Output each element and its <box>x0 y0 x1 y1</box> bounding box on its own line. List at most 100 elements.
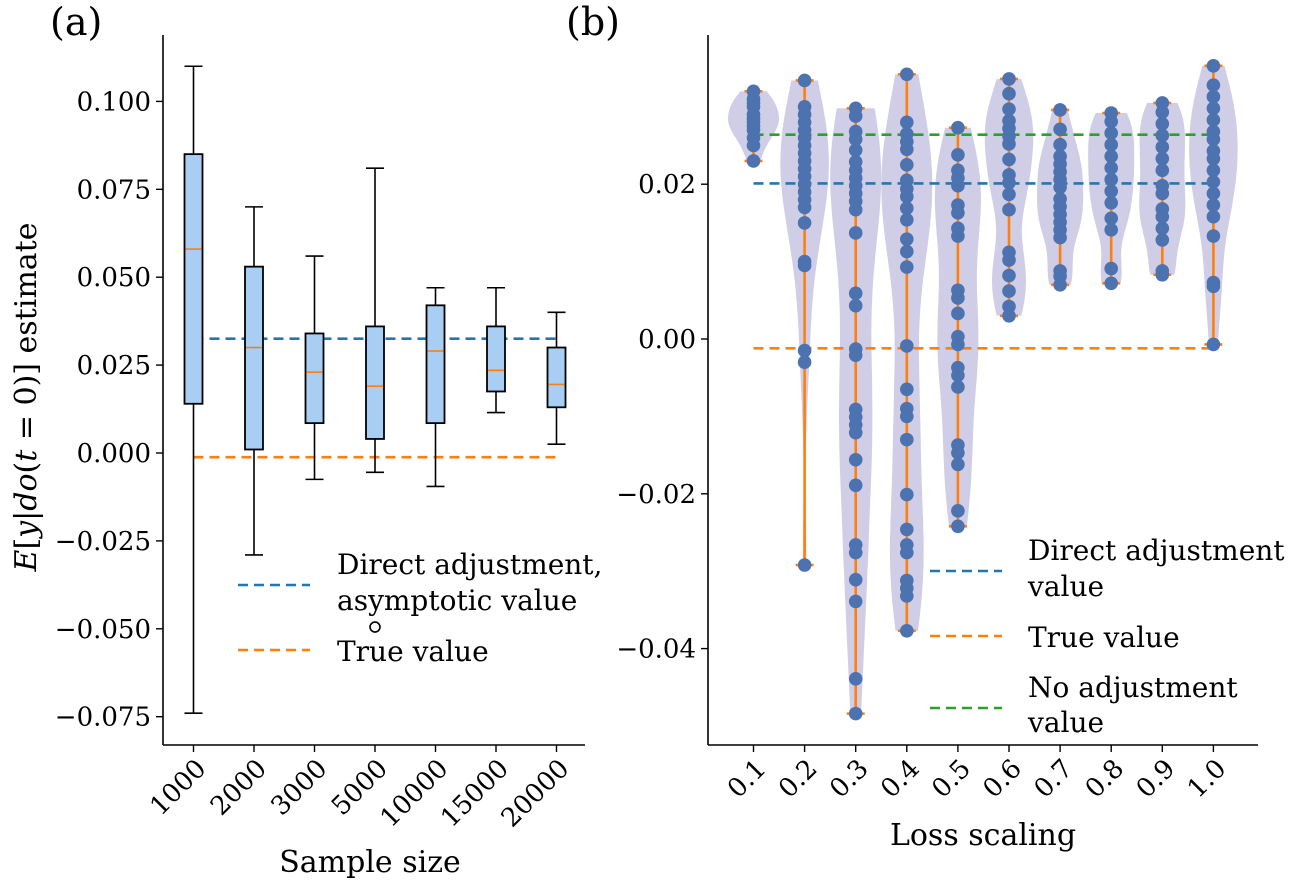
panel-b-point-0.4 <box>900 158 914 172</box>
panel-a-label: (a) <box>50 0 102 44</box>
iqr-box <box>244 265 264 451</box>
panel-b-point-0.2 <box>797 254 812 269</box>
panel-b-point-0.5 <box>951 120 965 135</box>
panel-a-x-tick-label: 3000 <box>265 754 333 822</box>
panel-b-point-0.4 <box>900 401 914 416</box>
panel-b-point-0.3 <box>848 124 863 139</box>
iqr-box <box>304 332 325 425</box>
panel-b-y-tick-label: −0.04 <box>616 635 696 665</box>
panel-b-point-0.9 <box>1155 178 1170 193</box>
panel-b-point-1.0 <box>1206 163 1221 178</box>
panel-b-point-0.7 <box>1053 103 1067 117</box>
panel-b-point-0.8 <box>1104 126 1118 140</box>
panel-b-point-0.4 <box>900 382 914 397</box>
panel-b-point-0.2 <box>797 355 812 370</box>
panel-b-point-0.1 <box>746 84 761 99</box>
panel-a-y-tick-label: 0.050 <box>77 263 151 293</box>
panel-b-point-0.4 <box>900 522 914 537</box>
panel-b-point-0.8 <box>1104 261 1118 276</box>
panel-b-point-0.5 <box>951 380 965 394</box>
panel-a-outlier-0 <box>369 621 381 633</box>
panel-b-point-0.3 <box>848 101 863 116</box>
panel-b-point-0.3 <box>848 671 863 686</box>
panel-b-point-1.0 <box>1206 144 1221 158</box>
panel-b-point-0.5 <box>951 329 965 344</box>
panel-b-y-tick-label: 0.02 <box>638 170 696 200</box>
panel-b-point-0.7 <box>1053 192 1067 206</box>
panel-a-box-5000 <box>365 167 385 474</box>
panel-b-point-0.8 <box>1104 223 1118 237</box>
panel-a-legend-label: True value <box>337 635 489 668</box>
panel-b-legend-label: No adjustment <box>1028 671 1238 704</box>
panel-b-point-0.4 <box>900 232 914 246</box>
panel-a-y-tick-label: 0.000 <box>77 439 151 469</box>
panel-b-point-1.0 <box>1206 58 1221 73</box>
panel-b-x-tick-label: 1.0 <box>1182 754 1232 804</box>
panel-b-point-0.9 <box>1155 117 1170 131</box>
panel-b-point-0.6 <box>1002 187 1016 202</box>
panel-b-point-0.2 <box>797 343 812 358</box>
panel-b-point-0.9 <box>1155 233 1170 247</box>
panel-a-x-tick-label: 2000 <box>205 754 273 822</box>
panel-b-point-0.6 <box>1002 168 1016 182</box>
panel-b-point-0.3 <box>848 286 863 301</box>
panel-b-point-0.5 <box>951 438 965 452</box>
panel-b-point-0.6 <box>1002 72 1016 86</box>
panel-b-point-0.9 <box>1155 221 1170 236</box>
panel-a-box-1000 <box>183 65 204 714</box>
panel-b-point-0.3 <box>848 298 863 313</box>
panel-b-point-0.8 <box>1104 172 1118 187</box>
panel-b-point-0.4 <box>900 432 914 447</box>
panel-b-x-tick-label: 0.3 <box>824 754 874 804</box>
panel-b-point-0.3 <box>848 478 863 493</box>
panel-b-point-0.3 <box>848 538 863 552</box>
panel-b-point-0.6 <box>1002 268 1016 283</box>
panel-b-point-1.0 <box>1206 78 1221 92</box>
panel-a-y-tick-label: 0.075 <box>77 175 151 205</box>
panel-b-point-0.4 <box>900 201 914 215</box>
panel-b-point-1.0 <box>1206 198 1221 212</box>
panel-b-point-0.4 <box>900 67 914 82</box>
panel-b-point-0.4 <box>900 173 914 188</box>
panel-b-point-0.3 <box>848 572 863 587</box>
panel-a-boxplot: (a) 0.100 0.075 0.050 0.025 0.000 −0.025 −0.05… <box>9 0 602 880</box>
panel-b-point-0.5 <box>951 163 965 178</box>
panel-b-point-1.0 <box>1206 209 1221 224</box>
iqr-box <box>546 346 567 409</box>
panel-a-x-tick-label: 15000 <box>435 754 515 834</box>
panel-a-y-tick-label: −0.050 <box>55 615 151 645</box>
panel-b-legend-label: True value <box>1028 621 1180 654</box>
iqr-box <box>425 304 446 425</box>
panel-b-point-0.5 <box>951 504 965 518</box>
panel-b-point-0.4 <box>900 538 914 552</box>
panel-b-point-1.0 <box>1206 89 1221 104</box>
panel-b-point-0.5 <box>951 519 965 534</box>
panel-a-x-axis-title: Sample size <box>279 845 461 880</box>
panel-b-y-tick-label: −0.02 <box>616 480 696 510</box>
panel-b-point-0.7 <box>1053 122 1067 137</box>
panel-b-legend-label: Direct adjustment <box>1028 534 1285 567</box>
panel-b-point-0.3 <box>848 452 863 467</box>
panel-b-point-0.4 <box>900 573 914 588</box>
panel-b-point-0.4 <box>900 260 914 274</box>
panel-b-point-0.8 <box>1104 195 1118 210</box>
panel-b-violin: (b) 0.02 0.00 −0.02 −0.04 0.1 0.2 0.3 0.4 0.5 0.6… <box>566 0 1285 853</box>
panel-b-point-0.9 <box>1155 151 1170 166</box>
panel-b-point-0.1 <box>746 154 761 168</box>
panel-a-y-axis-title: E[y|do(t = 0)] estimate <box>9 223 44 573</box>
panel-a-y-tick-label: 0.100 <box>77 87 151 117</box>
panel-b-point-0.3 <box>848 402 863 417</box>
panel-b-point-0.9 <box>1155 163 1170 178</box>
panel-a-x-tick-label: 10000 <box>375 754 455 834</box>
panel-b-point-0.6 <box>1002 102 1016 116</box>
panel-b-point-0.4 <box>900 213 914 227</box>
panel-a-y-tick-label: −0.075 <box>55 703 151 733</box>
panel-a-box-2000 <box>244 206 264 556</box>
panel-b-point-1.0 <box>1206 275 1221 290</box>
panel-b-point-0.7 <box>1053 264 1067 278</box>
panel-b-point-0.9 <box>1155 128 1170 143</box>
panel-b-point-0.8 <box>1104 161 1118 175</box>
panel-b-point-0.6 <box>1002 299 1016 314</box>
panel-b-point-0.3 <box>848 342 863 356</box>
panel-b-point-0.3 <box>848 706 863 721</box>
